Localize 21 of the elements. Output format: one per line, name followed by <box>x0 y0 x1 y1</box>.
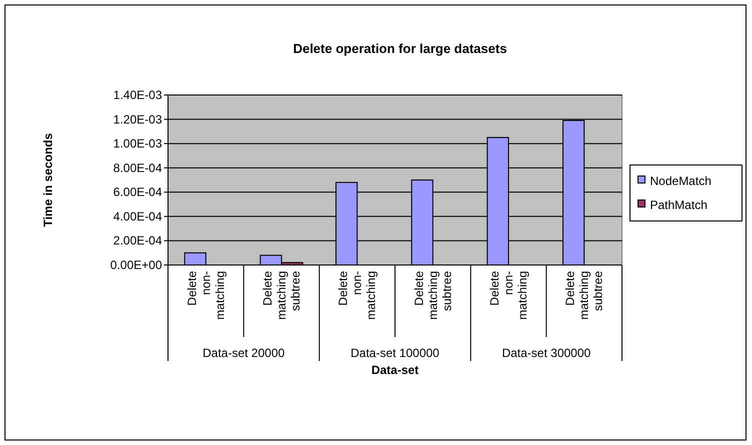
text: Data-set 100000 <box>350 346 440 360</box>
x-tick-label: Delete non-matching <box>184 270 227 320</box>
y-tick-label: 1.00E-03 <box>113 136 162 151</box>
y-tick-label: 4.00E-04 <box>113 209 162 224</box>
bar <box>184 252 206 266</box>
x-tick-label: Delete matching subtree <box>563 270 606 320</box>
x-tick-label: Delete matching subtree <box>412 270 454 320</box>
y-tick-label: 2.00E-04 <box>113 234 162 248</box>
y-tick-label: 8.00E-04 <box>113 160 162 175</box>
y-tick-label: 0.00E+00 <box>110 258 162 272</box>
text: Data-set 300000 <box>502 346 592 360</box>
y-tick-label: 6.00E-04 <box>113 185 162 200</box>
x-axis-title: Data-set <box>371 363 419 377</box>
x-tick-label: Delete matching subtree <box>260 270 302 320</box>
y-axis-title: Time in seconds <box>41 132 55 227</box>
legend-label: NodeMatch <box>650 174 712 188</box>
text: Data-set 20000 <box>202 346 286 360</box>
legend-label: PathMatch <box>650 198 708 212</box>
chart-title: Delete operation for large datasets <box>293 41 507 56</box>
y-tick-label: 1.40E-03 <box>113 88 162 102</box>
y-tick-label: 1.20E-03 <box>113 112 162 126</box>
